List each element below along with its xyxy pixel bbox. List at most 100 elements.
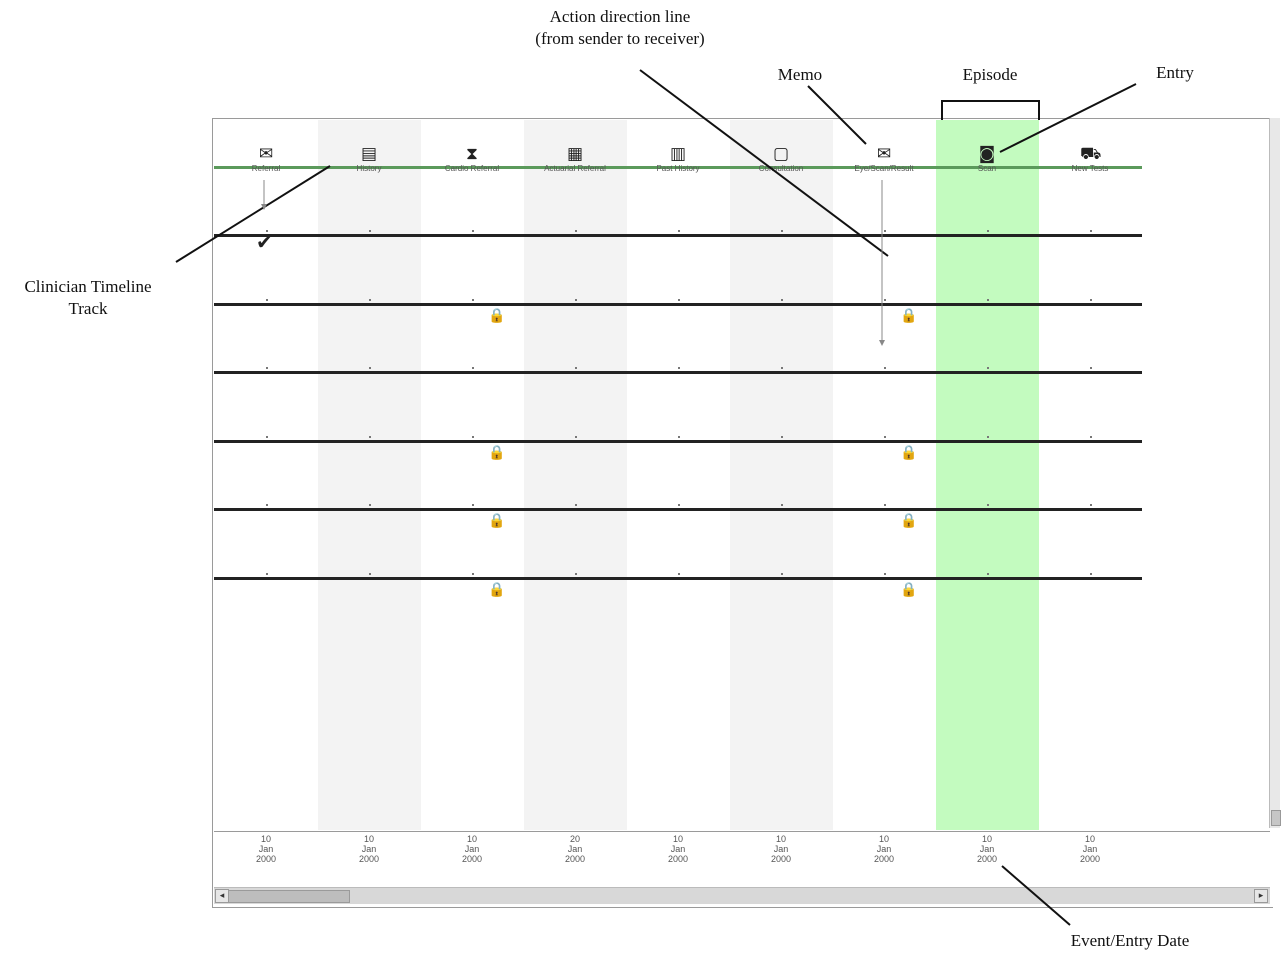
track-tick (369, 436, 371, 438)
track-tick (575, 230, 577, 232)
action-direction-line-caption: Action direction line (from sender to re… (500, 6, 740, 50)
track-tick (1090, 230, 1092, 232)
scroll-right-button[interactable]: ▸ (1254, 889, 1268, 903)
date-part: 2000 (461, 854, 483, 864)
date-part: 2000 (873, 854, 895, 864)
track-tick (781, 299, 783, 301)
track-tick (266, 436, 268, 438)
timeline-track (214, 508, 1142, 511)
date-part: 10 (260, 834, 271, 844)
scroll-left-button[interactable]: ◂ (215, 889, 229, 903)
track-tick (678, 504, 680, 506)
clinician-timeline-track-title: Clinician Timeline (24, 277, 152, 296)
date-part: 2000 (976, 854, 998, 864)
track-tick (987, 436, 989, 438)
lock-icon[interactable]: 🔒 (488, 513, 506, 529)
episode-column[interactable] (936, 120, 1039, 830)
check-icon[interactable]: ✔ (256, 230, 273, 254)
track-tick (781, 504, 783, 506)
date-part: 20 (569, 834, 580, 844)
ambulance-icon[interactable]: ⛟ (1080, 144, 1102, 164)
entry-caption: Entry (1156, 63, 1194, 82)
column-shade (730, 120, 833, 830)
lock-icon[interactable]: 🔒 (900, 582, 918, 598)
track-tick (575, 436, 577, 438)
track-tick (987, 230, 989, 232)
track-tick (266, 504, 268, 506)
track-tick (575, 573, 577, 575)
episode-caption: Episode (962, 65, 1018, 84)
date-part: 10 (466, 834, 477, 844)
date-part: 2000 (564, 854, 586, 864)
date-cell: 10 Jan 2000 (834, 834, 934, 864)
track-tick (472, 230, 474, 232)
envelope-icon[interactable]: ✉ (258, 144, 274, 164)
date-part: Jan (979, 844, 995, 854)
date-cell: 10 Jan 2000 (216, 834, 316, 864)
lock-icon[interactable]: 🔒 (900, 445, 918, 461)
timeline-track (214, 303, 1142, 306)
memo-caption: Memo (777, 65, 823, 84)
track-tick (678, 367, 680, 369)
track-tick (575, 504, 577, 506)
timeline-track (214, 440, 1142, 443)
entry-label: Cardio Referral (444, 164, 500, 173)
track-tick (1090, 367, 1092, 369)
date-part: 10 (363, 834, 374, 844)
clinician-timeline-track-subtitle: Track (68, 299, 108, 318)
hourglass-document-icon[interactable]: ⧗ (466, 144, 478, 164)
camera-icon[interactable]: ◙ (978, 144, 996, 164)
entry-label: History (356, 164, 382, 173)
stacked-documents-icon[interactable]: ▥ (669, 144, 687, 164)
date-part: 2000 (358, 854, 380, 864)
track-tick (987, 573, 989, 575)
track-tick (884, 573, 886, 575)
date-part: 10 (1084, 834, 1095, 844)
horizontal-scrollbar[interactable]: ◂ ▸ (214, 887, 1270, 904)
column-shade (524, 120, 627, 830)
track-tick (472, 367, 474, 369)
document-icon[interactable]: ▤ (360, 144, 378, 164)
track-tick (678, 436, 680, 438)
date-part: 10 (981, 834, 992, 844)
track-tick (678, 230, 680, 232)
track-tick (472, 299, 474, 301)
date-part: 10 (878, 834, 889, 844)
date-part: 2000 (1079, 854, 1101, 864)
track-tick (987, 504, 989, 506)
form-icon[interactable]: ▦ (566, 144, 584, 164)
envelope-icon[interactable]: ✉ (876, 144, 892, 164)
track-tick (678, 299, 680, 301)
date-part: 2000 (255, 854, 277, 864)
timeline-window: ✉ Referral ▤ History ⧗ Cardio Referral ▦ Actuar… (212, 118, 1273, 908)
track-tick (884, 230, 886, 232)
horizontal-scroll-thumb[interactable] (228, 890, 350, 903)
date-part: Jan (773, 844, 789, 854)
timeline-area[interactable]: ✉ Referral ▤ History ⧗ Cardio Referral ▦ Actuar… (214, 120, 1270, 830)
lock-icon[interactable]: 🔒 (900, 513, 918, 529)
track-tick (369, 504, 371, 506)
vertical-scroll-thumb[interactable] (1271, 810, 1281, 826)
date-cell: 20 Jan 2000 (525, 834, 625, 864)
date-part: Jan (361, 844, 377, 854)
lock-icon[interactable]: 🔒 (488, 582, 506, 598)
track-tick (575, 299, 577, 301)
date-cell: 10 Jan 2000 (1040, 834, 1140, 864)
track-tick (369, 230, 371, 232)
entry-label: Past History (656, 164, 700, 173)
track-tick (1090, 504, 1092, 506)
lock-icon[interactable]: 🔒 (488, 445, 506, 461)
action-direction-line-subtitle: (from sender to receiver) (535, 29, 705, 48)
track-tick (575, 367, 577, 369)
lock-icon[interactable]: 🔒 (900, 308, 918, 324)
timeline-track (214, 234, 1142, 237)
track-tick (472, 436, 474, 438)
lock-icon[interactable]: 🔒 (488, 308, 506, 324)
entry-label: Consultation (758, 164, 804, 173)
entry-label: Eye/Scan/Result (854, 164, 914, 173)
track-tick (884, 504, 886, 506)
notepad-icon[interactable]: ▢ (772, 144, 790, 164)
vertical-scrollbar[interactable] (1269, 118, 1281, 828)
track-tick (266, 367, 268, 369)
track-tick (987, 367, 989, 369)
